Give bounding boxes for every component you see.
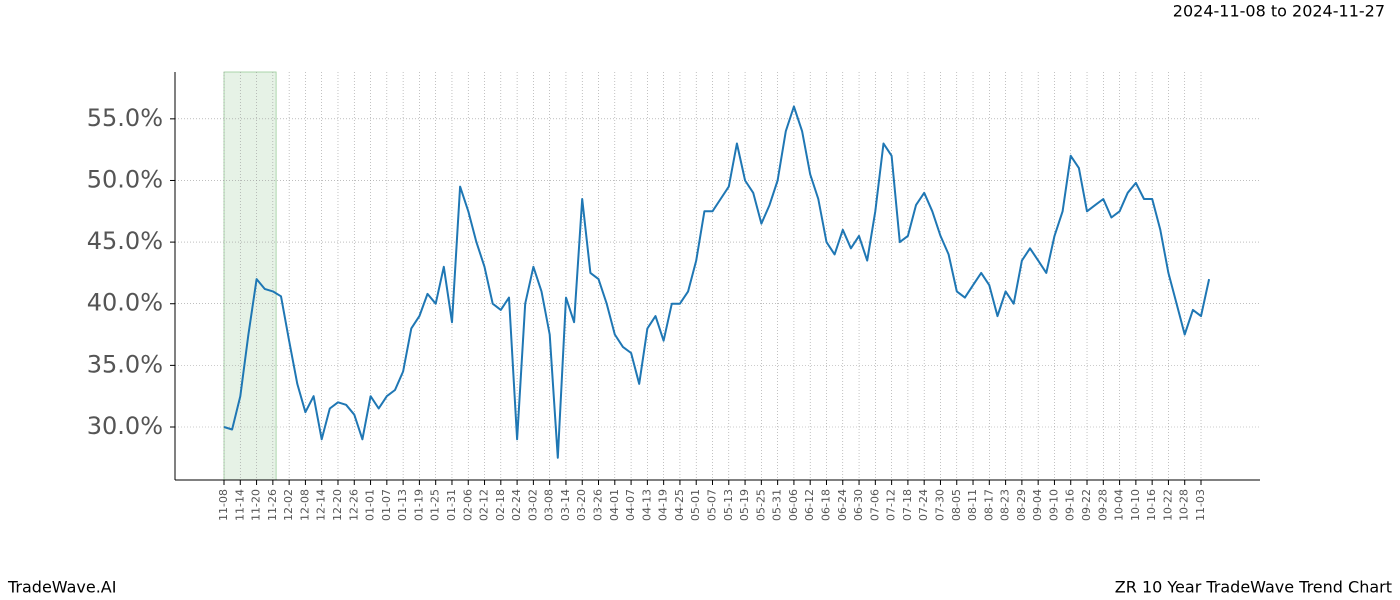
x-tick-label: 04-19	[657, 489, 670, 521]
x-tick-label: 06-24	[836, 489, 849, 521]
x-tick-label: 09-16	[1064, 489, 1077, 521]
x-tick-label: 06-18	[819, 489, 832, 521]
x-tick-label: 10-10	[1129, 489, 1142, 521]
x-tick-label: 12-20	[331, 489, 344, 521]
x-tick-label: 03-20	[575, 489, 588, 521]
x-tick-label: 02-18	[494, 489, 507, 521]
x-tick-label: 08-29	[1015, 489, 1028, 521]
y-tick-label: 30.0%	[87, 412, 163, 440]
y-tick-label: 40.0%	[87, 289, 163, 317]
x-tick-label: 12-02	[282, 489, 295, 521]
x-tick-label: 10-04	[1113, 489, 1126, 521]
x-tick-label: 05-07	[706, 489, 719, 521]
x-tick-label: 12-26	[347, 489, 360, 521]
x-tick-label: 09-04	[1031, 489, 1044, 521]
y-tick-label: 45.0%	[87, 227, 163, 255]
x-tick-label: 10-16	[1145, 489, 1158, 521]
highlight-band	[223, 71, 277, 481]
x-tick-label: 11-03	[1194, 489, 1207, 521]
x-tick-label: 03-26	[592, 489, 605, 521]
x-tick-label: 09-22	[1080, 489, 1093, 521]
x-tick-label: 09-28	[1096, 489, 1109, 521]
x-tick-label: 07-24	[917, 489, 930, 521]
x-tick-label: 06-12	[803, 489, 816, 521]
x-tick-label: 06-06	[787, 489, 800, 521]
x-tick-label: 07-06	[868, 489, 881, 521]
x-tick-label: 10-22	[1161, 489, 1174, 521]
x-tick-label: 08-05	[950, 489, 963, 521]
date-range: 2024-11-08 to 2024-11-27	[1173, 2, 1385, 21]
x-tick-label: 01-19	[412, 489, 425, 521]
y-tick-label: 35.0%	[87, 350, 163, 378]
x-tick-label: 08-23	[999, 489, 1012, 521]
x-tick-label: 05-25	[754, 489, 767, 521]
x-tick-label: 07-12	[885, 489, 898, 521]
x-tick-label: 05-13	[722, 489, 735, 521]
x-tick-label: 01-25	[429, 489, 442, 521]
watermark: TradeWave.AI	[7, 578, 116, 597]
x-tick-label: 12-14	[315, 489, 328, 521]
x-tick-label: 02-06	[461, 489, 474, 521]
x-tick-label: 06-30	[852, 489, 865, 521]
x-tick-label: 11-20	[250, 489, 263, 521]
x-tick-label: 05-01	[689, 489, 702, 521]
x-tick-label: 02-24	[510, 489, 523, 521]
trend-line	[223, 105, 1211, 459]
x-tick-label: 04-07	[624, 489, 637, 521]
x-tick-label: 08-17	[982, 489, 995, 521]
x-tick-label: 03-02	[526, 489, 539, 521]
x-tick-label: 11-08	[217, 489, 230, 521]
x-tick-label: 03-08	[543, 489, 556, 521]
x-tick-label: 07-30	[933, 489, 946, 521]
x-tick-label: 11-14	[233, 489, 246, 521]
y-tick-label: 55.0%	[87, 104, 163, 132]
x-tick-label: 03-14	[559, 489, 572, 521]
x-tick-label: 01-31	[445, 489, 458, 521]
x-tick-label: 02-12	[478, 489, 491, 521]
x-tick-label: 01-07	[380, 489, 393, 521]
x-tick-label: 10-28	[1178, 489, 1191, 521]
x-tick-label: 12-08	[298, 489, 311, 521]
x-tick-label: 07-18	[901, 489, 914, 521]
x-tick-label: 01-01	[364, 489, 377, 521]
x-tick-label: 08-11	[966, 489, 979, 521]
x-tick-label: 04-01	[608, 489, 621, 521]
x-tick-label: 11-26	[266, 489, 279, 521]
x-tick-label: 04-13	[640, 489, 653, 521]
x-tick-label: 01-13	[396, 489, 409, 521]
x-tick-label: 04-25	[673, 489, 686, 521]
x-tick-label: 09-10	[1047, 489, 1060, 521]
y-tick-label: 50.0%	[87, 165, 163, 193]
x-tick-label: 05-31	[771, 489, 784, 521]
chart-title: ZR 10 Year TradeWave Trend Chart	[1115, 578, 1392, 597]
x-tick-label: 05-19	[738, 489, 751, 521]
